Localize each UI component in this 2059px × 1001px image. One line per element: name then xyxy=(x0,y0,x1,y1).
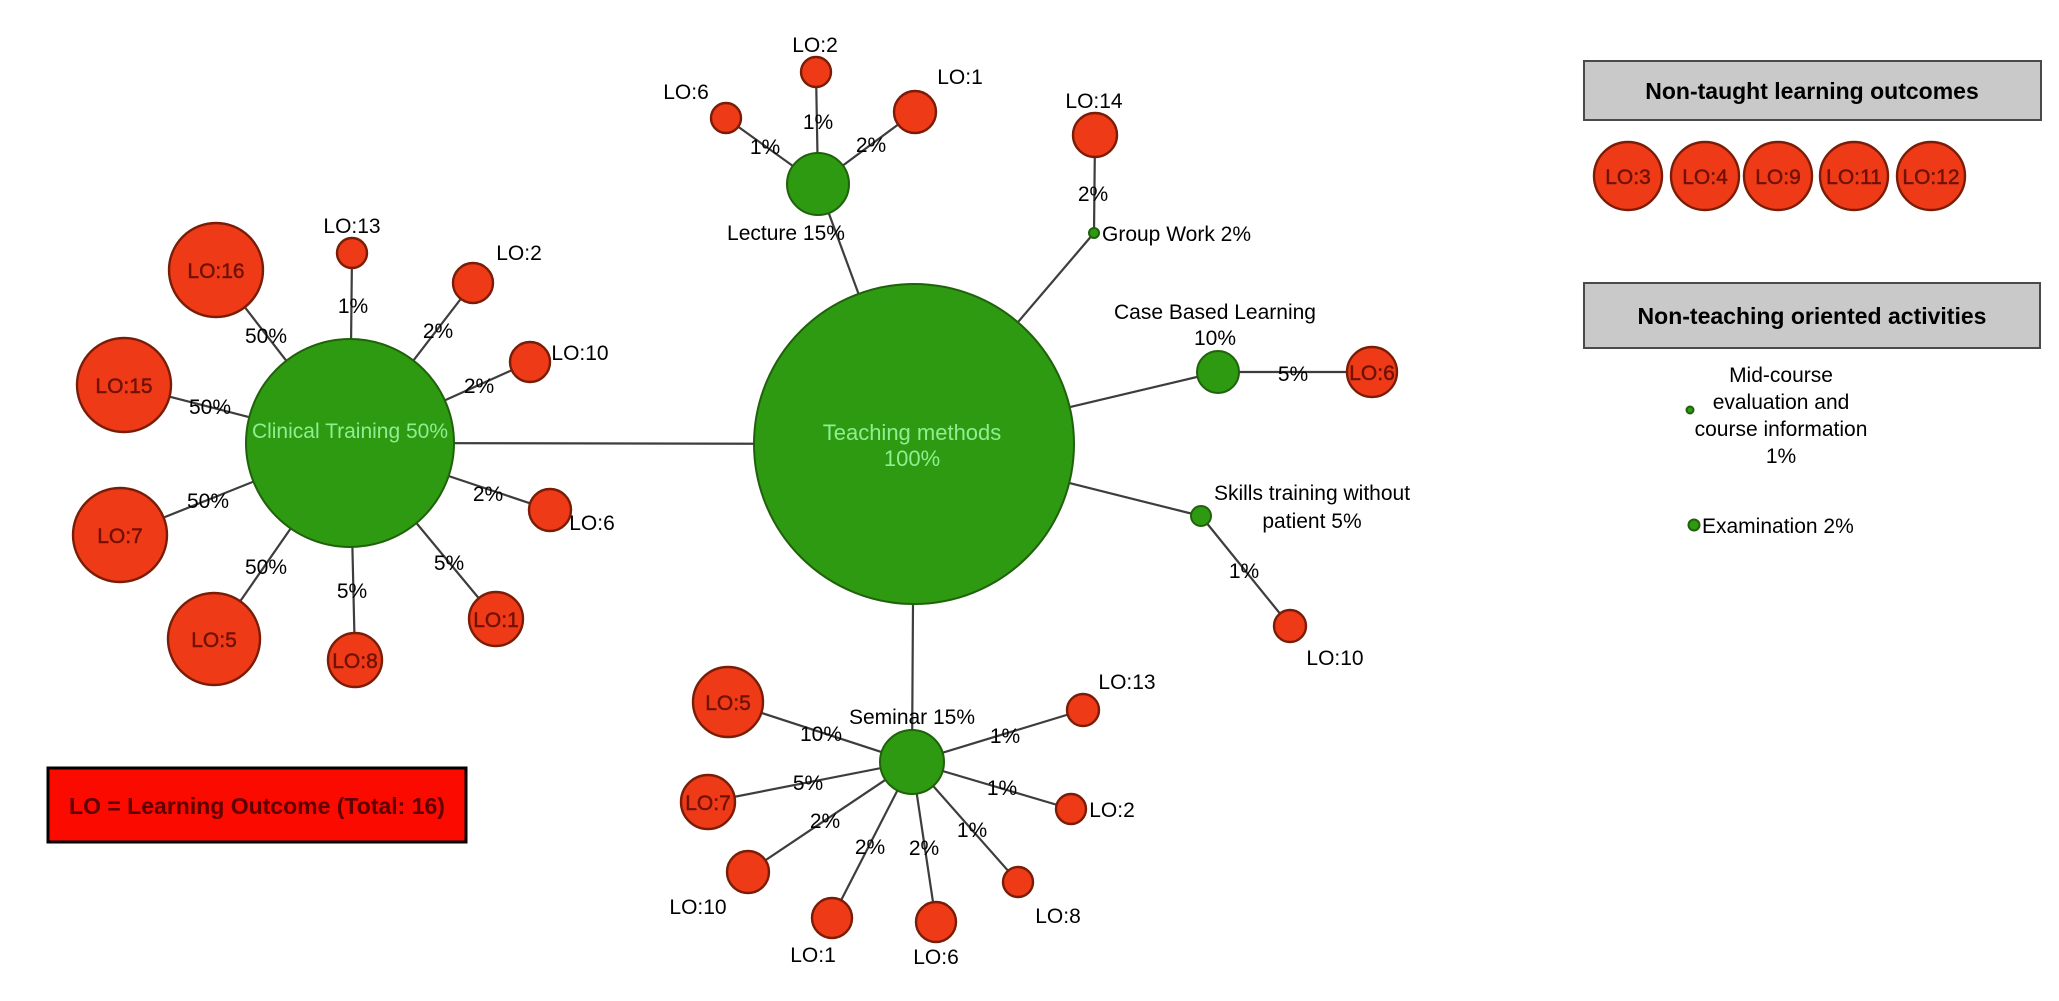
svg-text:1%: 1% xyxy=(750,136,780,159)
svg-text:10%: 10% xyxy=(800,723,842,746)
svg-text:LO:1: LO:1 xyxy=(937,66,983,89)
svg-text:50%: 50% xyxy=(189,396,231,419)
svg-text:2%: 2% xyxy=(909,837,939,860)
svg-text:LO:1: LO:1 xyxy=(473,609,519,632)
svg-text:1%: 1% xyxy=(987,777,1017,800)
svg-text:1%: 1% xyxy=(338,295,368,318)
svg-text:100%: 100% xyxy=(884,446,940,471)
svg-text:LO:16: LO:16 xyxy=(187,260,244,283)
svg-text:LO:12: LO:12 xyxy=(1902,166,1959,189)
svg-text:LO:13: LO:13 xyxy=(1098,671,1155,694)
svg-text:2%: 2% xyxy=(856,134,886,157)
svg-text:5%: 5% xyxy=(337,580,367,603)
svg-text:LO:8: LO:8 xyxy=(332,650,378,673)
svg-text:LO:6: LO:6 xyxy=(1349,362,1395,385)
svg-text:2%: 2% xyxy=(810,810,840,833)
svg-text:2%: 2% xyxy=(855,836,885,859)
svg-text:2%: 2% xyxy=(464,375,494,398)
svg-text:50%: 50% xyxy=(245,325,287,348)
svg-text:LO:2: LO:2 xyxy=(496,242,542,265)
svg-text:2%: 2% xyxy=(423,320,453,343)
svg-text:LO:7: LO:7 xyxy=(97,525,143,548)
svg-text:Case Based Learning: Case Based Learning xyxy=(1114,301,1316,324)
svg-text:Non-taught learning outcomes: Non-taught learning outcomes xyxy=(1645,78,1979,104)
svg-text:LO:6: LO:6 xyxy=(663,81,709,104)
svg-text:LO:6: LO:6 xyxy=(913,946,959,969)
svg-text:course information: course information xyxy=(1695,418,1868,441)
svg-text:Group Work 2%: Group Work 2% xyxy=(1102,223,1251,246)
svg-text:Lecture 15%: Lecture 15% xyxy=(727,222,845,245)
svg-text:50%: 50% xyxy=(245,556,287,579)
svg-text:Seminar 15%: Seminar 15% xyxy=(849,706,975,729)
svg-text:patient 5%: patient 5% xyxy=(1262,510,1361,533)
svg-text:LO:10: LO:10 xyxy=(551,342,608,365)
svg-text:LO:14: LO:14 xyxy=(1065,90,1123,113)
svg-text:LO:2: LO:2 xyxy=(1089,799,1135,822)
svg-text:1%: 1% xyxy=(990,725,1020,748)
svg-text:2%: 2% xyxy=(1078,183,1108,206)
svg-text:5%: 5% xyxy=(434,552,464,575)
svg-text:LO:7: LO:7 xyxy=(685,792,731,815)
svg-text:LO:1: LO:1 xyxy=(790,944,836,967)
svg-text:1%: 1% xyxy=(1229,560,1259,583)
svg-text:1%: 1% xyxy=(1766,445,1796,468)
svg-text:Mid-course: Mid-course xyxy=(1729,364,1833,387)
svg-text:50%: 50% xyxy=(187,490,229,513)
svg-text:LO:2: LO:2 xyxy=(792,34,838,57)
svg-text:LO:8: LO:8 xyxy=(1035,905,1081,928)
svg-text:LO:10: LO:10 xyxy=(1306,647,1363,670)
svg-text:LO:5: LO:5 xyxy=(705,692,751,715)
svg-text:Clinical Training 50%: Clinical Training 50% xyxy=(252,420,448,443)
svg-text:LO = Learning Outcome (Total:: LO = Learning Outcome (Total: 16) xyxy=(69,793,445,819)
svg-text:10%: 10% xyxy=(1194,327,1236,350)
svg-text:LO:4: LO:4 xyxy=(1682,166,1728,189)
svg-text:Examination 2%: Examination 2% xyxy=(1702,515,1854,538)
svg-text:5%: 5% xyxy=(793,772,823,795)
svg-text:LO:15: LO:15 xyxy=(95,375,152,398)
svg-text:1%: 1% xyxy=(957,819,987,842)
svg-text:LO:5: LO:5 xyxy=(191,629,237,652)
svg-text:evaluation and: evaluation and xyxy=(1713,391,1850,414)
svg-text:LO:13: LO:13 xyxy=(323,215,380,238)
svg-text:LO:9: LO:9 xyxy=(1755,166,1801,189)
svg-text:Skills training without: Skills training without xyxy=(1214,482,1410,505)
svg-text:1%: 1% xyxy=(803,111,833,134)
svg-text:2%: 2% xyxy=(473,483,503,506)
svg-text:LO:6: LO:6 xyxy=(569,512,615,535)
svg-text:Teaching methods: Teaching methods xyxy=(823,420,1002,445)
svg-text:LO:3: LO:3 xyxy=(1605,166,1651,189)
svg-text:5%: 5% xyxy=(1278,363,1308,386)
svg-text:LO:11: LO:11 xyxy=(1826,166,1882,189)
svg-text:Non-teaching oriented activiti: Non-teaching oriented activities xyxy=(1638,303,1987,329)
svg-text:LO:10: LO:10 xyxy=(669,896,726,919)
